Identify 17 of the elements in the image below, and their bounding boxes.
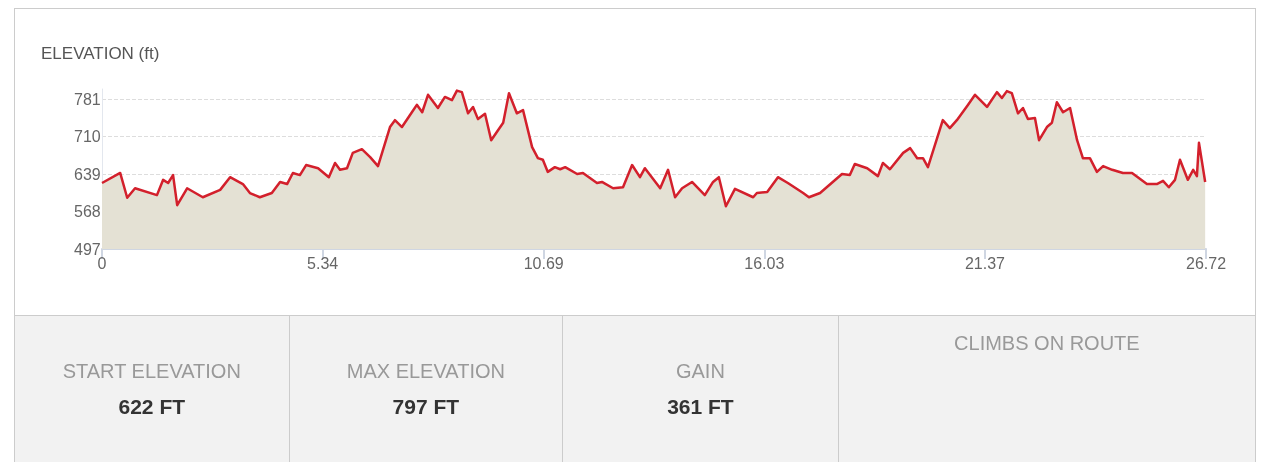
y-tick-label: 710 [74, 128, 101, 146]
text: START ELEVATION [62, 359, 241, 383]
y-tick-label: 568 [74, 203, 101, 221]
text: GAIN [675, 359, 725, 383]
x-tick-label: 21.37 [964, 254, 1006, 272]
y-tick-label: 781 [74, 90, 101, 108]
y-tick-label: 639 [74, 165, 101, 183]
text: CLIMBS ON ROUTE [954, 332, 1140, 355]
x-tick-label: 10.69 [523, 254, 564, 272]
text: 622 FT [118, 394, 186, 419]
chart-title: ELEVATION (ft) [41, 44, 160, 63]
x-tick-label: 5.34 [307, 254, 339, 272]
text: 361 FT [667, 394, 734, 419]
x-tick-label: 16.03 [744, 254, 785, 272]
x-tick-label: 26.72 [1185, 254, 1227, 272]
text: MAX ELEVATION [346, 359, 505, 383]
text: 797 FT [392, 394, 460, 419]
